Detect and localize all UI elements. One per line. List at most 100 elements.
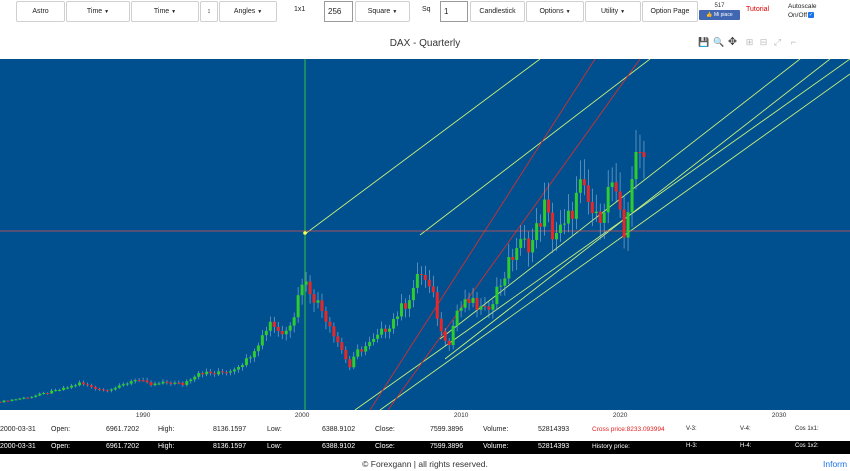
candle-body[interactable] — [479, 306, 483, 310]
candle-body[interactable] — [415, 274, 419, 288]
candle-body[interactable] — [407, 300, 411, 309]
candlestick-button[interactable]: Candlestick — [470, 1, 525, 22]
candle-body[interactable] — [403, 303, 407, 309]
candle-body[interactable] — [578, 179, 582, 193]
zoom-icon[interactable]: 🔍 — [713, 37, 725, 47]
candle-body[interactable] — [38, 393, 42, 396]
candle-body[interactable] — [606, 186, 610, 213]
square-dropdown[interactable]: Square ▼ — [355, 1, 410, 22]
candle-body[interactable] — [276, 326, 280, 332]
facebook-like-widget[interactable]: 517 👍 Mi piace — [699, 2, 740, 22]
candle-body[interactable] — [26, 397, 30, 399]
candle-body[interactable] — [0, 401, 2, 403]
candle-body[interactable] — [117, 385, 121, 388]
candle-body[interactable] — [205, 371, 209, 375]
candle-body[interactable] — [630, 179, 634, 213]
candle-body[interactable] — [113, 387, 117, 390]
candle-body[interactable] — [431, 286, 435, 293]
candle-body[interactable] — [252, 351, 256, 358]
candle-body[interactable] — [622, 209, 626, 238]
candle-body[interactable] — [547, 199, 551, 213]
candle-body[interactable] — [320, 300, 324, 312]
candle-body[interactable] — [483, 306, 487, 308]
candle-body[interactable] — [2, 400, 6, 403]
candle-body[interactable] — [74, 385, 78, 387]
candle-body[interactable] — [618, 191, 622, 210]
candle-body[interactable] — [610, 182, 614, 187]
candle-body[interactable] — [523, 238, 527, 240]
candle-body[interactable] — [153, 383, 157, 386]
candle-body[interactable] — [336, 336, 340, 343]
candle-body[interactable] — [18, 398, 22, 400]
candle-body[interactable] — [197, 373, 201, 377]
candle-body[interactable] — [531, 240, 535, 253]
chart-plot-area[interactable] — [0, 59, 850, 410]
candle-body[interactable] — [165, 381, 169, 383]
candle-body[interactable] — [411, 287, 415, 301]
candle-body[interactable] — [360, 349, 364, 352]
candle-body[interactable] — [368, 341, 372, 347]
candle-body[interactable] — [590, 201, 594, 214]
save-icon[interactable]: 💾 — [698, 37, 710, 47]
candle-body[interactable] — [372, 338, 376, 342]
time-dropdown-1[interactable]: Time ▼ — [66, 1, 130, 22]
candle-body[interactable] — [384, 328, 388, 332]
candle-body[interactable] — [356, 349, 360, 357]
candle-body[interactable] — [54, 390, 58, 392]
candle-body[interactable] — [58, 389, 62, 391]
candle-body[interactable] — [348, 359, 352, 368]
candle-body[interactable] — [201, 373, 205, 375]
candle-body[interactable] — [566, 210, 570, 224]
candle-body[interactable] — [312, 294, 316, 303]
candle-body[interactable] — [364, 346, 368, 352]
candle-body[interactable] — [268, 321, 272, 331]
candle-body[interactable] — [527, 238, 531, 253]
candle-body[interactable] — [467, 299, 471, 303]
candle-body[interactable] — [109, 389, 113, 391]
candle-body[interactable] — [264, 330, 268, 336]
candle-body[interactable] — [328, 321, 332, 327]
candle-body[interactable] — [558, 224, 562, 233]
candle-body[interactable] — [105, 390, 109, 392]
facebook-like-button[interactable]: 👍 Mi piace — [699, 10, 740, 20]
candle-body[interactable] — [582, 179, 586, 186]
candle-body[interactable] — [173, 382, 177, 384]
candle-body[interactable] — [427, 279, 431, 287]
candle-body[interactable] — [562, 223, 566, 225]
pan-icon[interactable]: ✥ — [727, 36, 738, 48]
candle-body[interactable] — [602, 212, 606, 223]
candle-body[interactable] — [244, 358, 248, 366]
candle-body[interactable] — [511, 257, 515, 260]
candle-body[interactable] — [451, 325, 455, 346]
ratio-input[interactable] — [324, 1, 353, 22]
candle-body[interactable] — [507, 257, 511, 279]
candle-body[interactable] — [181, 382, 185, 385]
candle-body[interactable] — [586, 185, 590, 202]
candle-body[interactable] — [229, 371, 233, 373]
candle-body[interactable] — [388, 328, 392, 332]
candle-body[interactable] — [101, 389, 105, 391]
angles-dropdown[interactable]: Angles ▼ — [219, 1, 277, 22]
candle-body[interactable] — [34, 395, 38, 397]
chart-svg[interactable] — [0, 59, 850, 410]
candle-body[interactable] — [81, 382, 85, 385]
zoom-in-icon[interactable]: ⊞ — [745, 37, 754, 47]
candle-body[interactable] — [177, 382, 181, 384]
candle-body[interactable] — [443, 331, 447, 341]
candle-body[interactable] — [62, 387, 66, 390]
candle-body[interactable] — [137, 380, 141, 382]
astro-button[interactable]: Astro — [16, 1, 65, 22]
candle-body[interactable] — [169, 382, 173, 384]
candle-body[interactable] — [614, 182, 618, 192]
candle-body[interactable] — [471, 297, 475, 303]
candle-body[interactable] — [93, 387, 97, 389]
candle-body[interactable] — [332, 326, 336, 337]
candle-body[interactable] — [439, 318, 443, 332]
candle-body[interactable] — [574, 192, 578, 219]
candle-body[interactable] — [280, 331, 284, 335]
candle-body[interactable] — [70, 385, 74, 388]
candle-body[interactable] — [50, 390, 54, 394]
candle-body[interactable] — [551, 212, 555, 240]
candle-body[interactable] — [300, 284, 304, 296]
candle-body[interactable] — [487, 306, 491, 310]
